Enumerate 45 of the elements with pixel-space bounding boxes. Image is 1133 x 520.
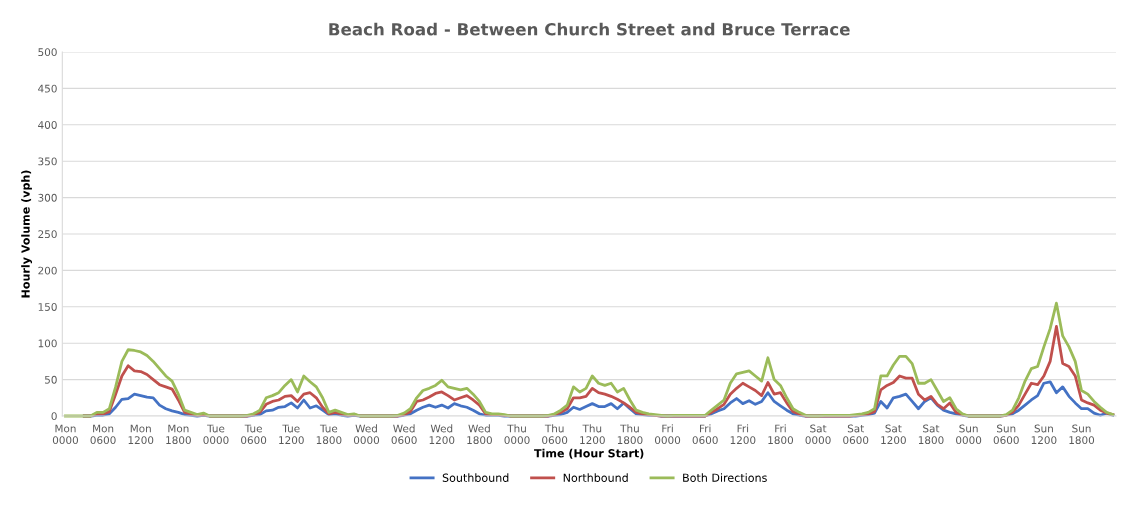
x-tick-label: Tue 1200 [279, 424, 304, 445]
x-tick-label: Mon 0000 [52, 424, 79, 445]
x-tick-label: Tue 0600 [241, 424, 267, 445]
legend-label: Both Directions [683, 473, 767, 482]
x-tick-label: Tue 1800 [316, 424, 342, 445]
x-tick-label: Mon 1800 [166, 424, 191, 445]
x-tick-label: Sat 0600 [843, 424, 869, 445]
x-tick-label: Wed 1800 [467, 424, 492, 445]
x-tick-label: Sun 0000 [956, 424, 982, 445]
x-tick-label: Sat 0000 [805, 424, 831, 445]
y-tick-label: 450 [38, 84, 57, 93]
y-tick-label: 350 [38, 157, 57, 166]
x-tick-label: Thu 1200 [580, 424, 605, 445]
y-tick-label: 50 [45, 375, 57, 384]
y-tick-label: 150 [38, 303, 57, 311]
x-tick-label: Thu 0000 [504, 424, 530, 445]
y-tick-label: 100 [38, 339, 57, 348]
x-axis-title: Time (Hour Start) [534, 448, 644, 459]
y-tick-label: 250 [38, 230, 57, 239]
legend-label: Northbound [563, 473, 628, 482]
x-tick-label: Tue 0000 [203, 424, 229, 445]
x-tick-label: Sun 1200 [1031, 424, 1057, 445]
x-tick-label: Wed 0000 [353, 424, 380, 445]
x-tick-label: Fri 1200 [730, 424, 756, 445]
x-tick-label: Wed 1200 [429, 424, 455, 445]
x-tick-label: Mon 1200 [128, 424, 154, 445]
y-tick-label: 200 [38, 266, 57, 275]
x-tick-label: Fri 0000 [654, 424, 681, 445]
chart-title: Beach Road - Between Church Street and Bruce Terrace [329, 22, 850, 36]
x-tick-label: Sat 1200 [881, 424, 906, 445]
x-tick-label: Sat 1800 [918, 424, 944, 445]
x-tick-label: Fri 0600 [692, 424, 718, 445]
legend-label: Southbound [442, 473, 509, 482]
y-tick-label: 0 [51, 412, 57, 421]
x-tick-label: Sun 1800 [1069, 424, 1095, 445]
y-tick-label: 500 [38, 48, 57, 57]
x-tick-label: Thu 0600 [542, 424, 568, 445]
x-tick-label: Fri 1800 [768, 424, 794, 445]
x-tick-label: Thu 1800 [617, 424, 643, 445]
x-tick-label: Mon 0600 [90, 424, 116, 445]
y-tick-label: 300 [38, 193, 57, 202]
x-tick-label: Wed 0600 [391, 424, 417, 445]
y-axis-title: Hourly Volume (vph) [21, 170, 33, 298]
x-tick-label: Sun 0600 [993, 424, 1019, 445]
y-tick-label: 400 [38, 121, 57, 129]
